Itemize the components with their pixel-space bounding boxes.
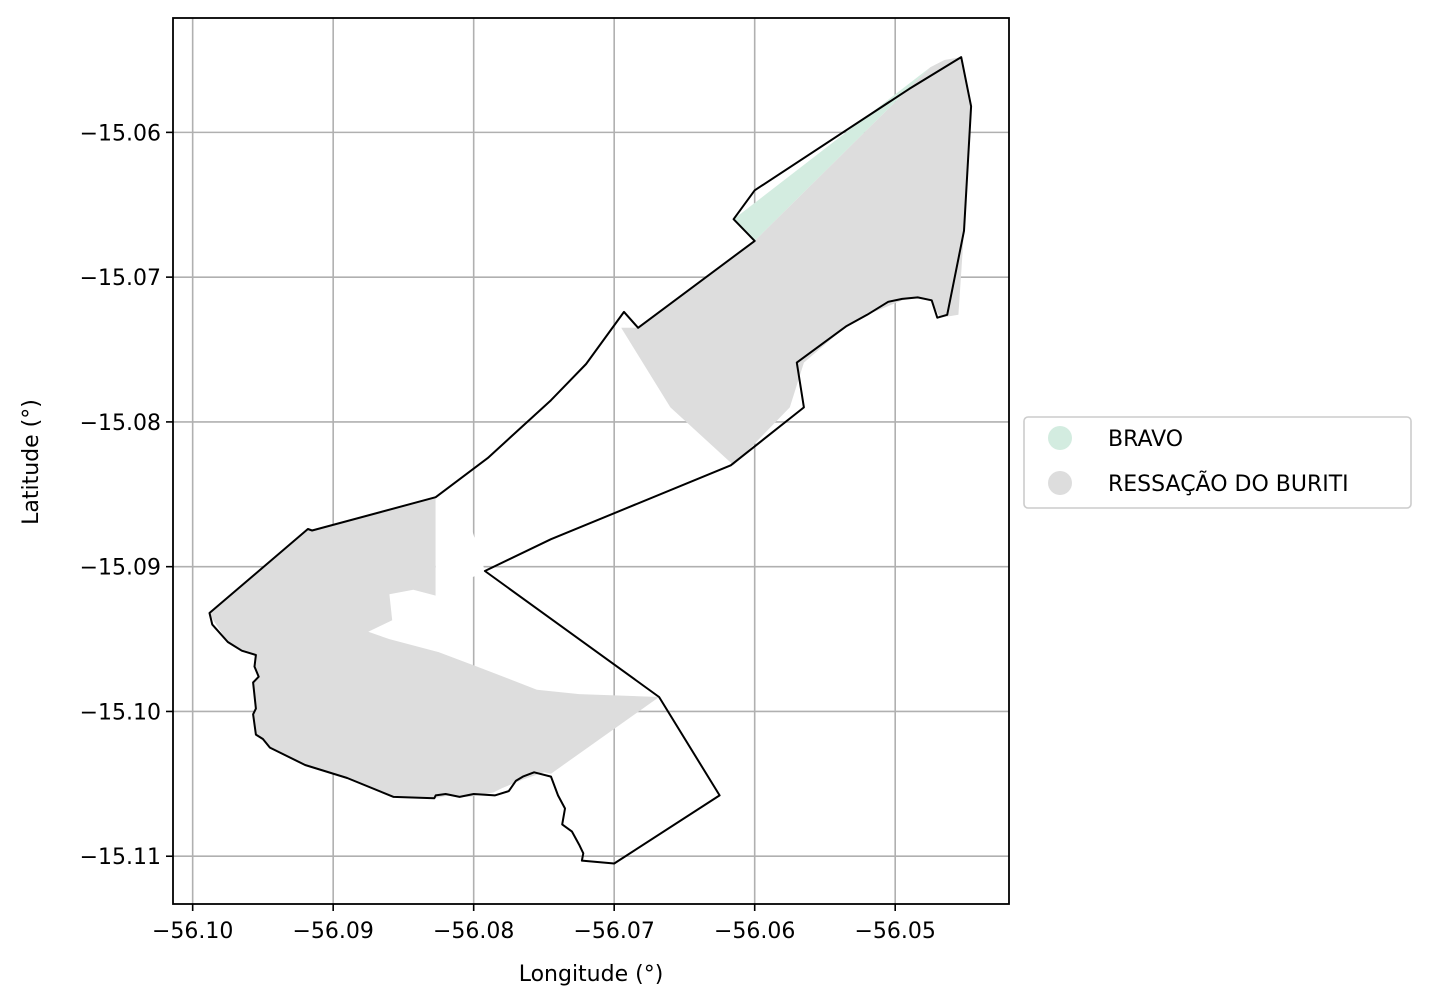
boundary-outline xyxy=(208,56,973,865)
x-tick-label-1: −56.09 xyxy=(292,919,373,944)
y-axis-label: Latitude (°) xyxy=(19,399,44,525)
legend: BRAVO RESSAÇÃO DO BURITI xyxy=(1023,416,1412,509)
y-axis-ticks: −15.06 −15.07 −15.08 −15.09 −15.10 −15.11 xyxy=(80,121,173,870)
y-tick-label-1: −15.07 xyxy=(80,266,161,291)
legend-marker-bravo xyxy=(1048,426,1072,450)
region-bravo-0 xyxy=(733,67,931,241)
municipality-outline xyxy=(208,56,973,865)
legend-label-bravo: BRAVO xyxy=(1108,427,1183,452)
y-tick-label-4: −15.10 xyxy=(80,700,161,725)
region-gap xyxy=(435,476,485,596)
region-ressa-o-do-buriti-1 xyxy=(621,57,972,466)
x-tick-label-3: −56.07 xyxy=(573,919,654,944)
legend-marker-ressacao-do-buriti xyxy=(1048,471,1072,495)
x-axis-ticks: −56.10 −56.09 −56.08 −56.07 −56.06 −56.05 xyxy=(152,904,936,944)
y-tick-label-0: −15.06 xyxy=(80,121,161,146)
region-polygons xyxy=(209,57,972,799)
x-tick-label-2: −56.08 xyxy=(433,919,514,944)
legend-label-ressacao-do-buriti: RESSAÇÃO DO BURITI xyxy=(1108,470,1349,497)
x-tick-label-4: −56.06 xyxy=(714,919,795,944)
plot-frame xyxy=(172,17,1010,905)
x-axis-label: Longitude (°) xyxy=(519,962,664,987)
x-tick-label-0: −56.10 xyxy=(152,919,233,944)
legend-box xyxy=(1023,416,1412,509)
region-ressa-o-do-buriti-2 xyxy=(209,497,660,799)
y-tick-label-3: −15.09 xyxy=(80,556,161,581)
y-tick-label-2: −15.08 xyxy=(80,411,161,436)
x-tick-label-5: −56.05 xyxy=(854,919,935,944)
y-tick-label-5: −15.11 xyxy=(80,845,161,870)
